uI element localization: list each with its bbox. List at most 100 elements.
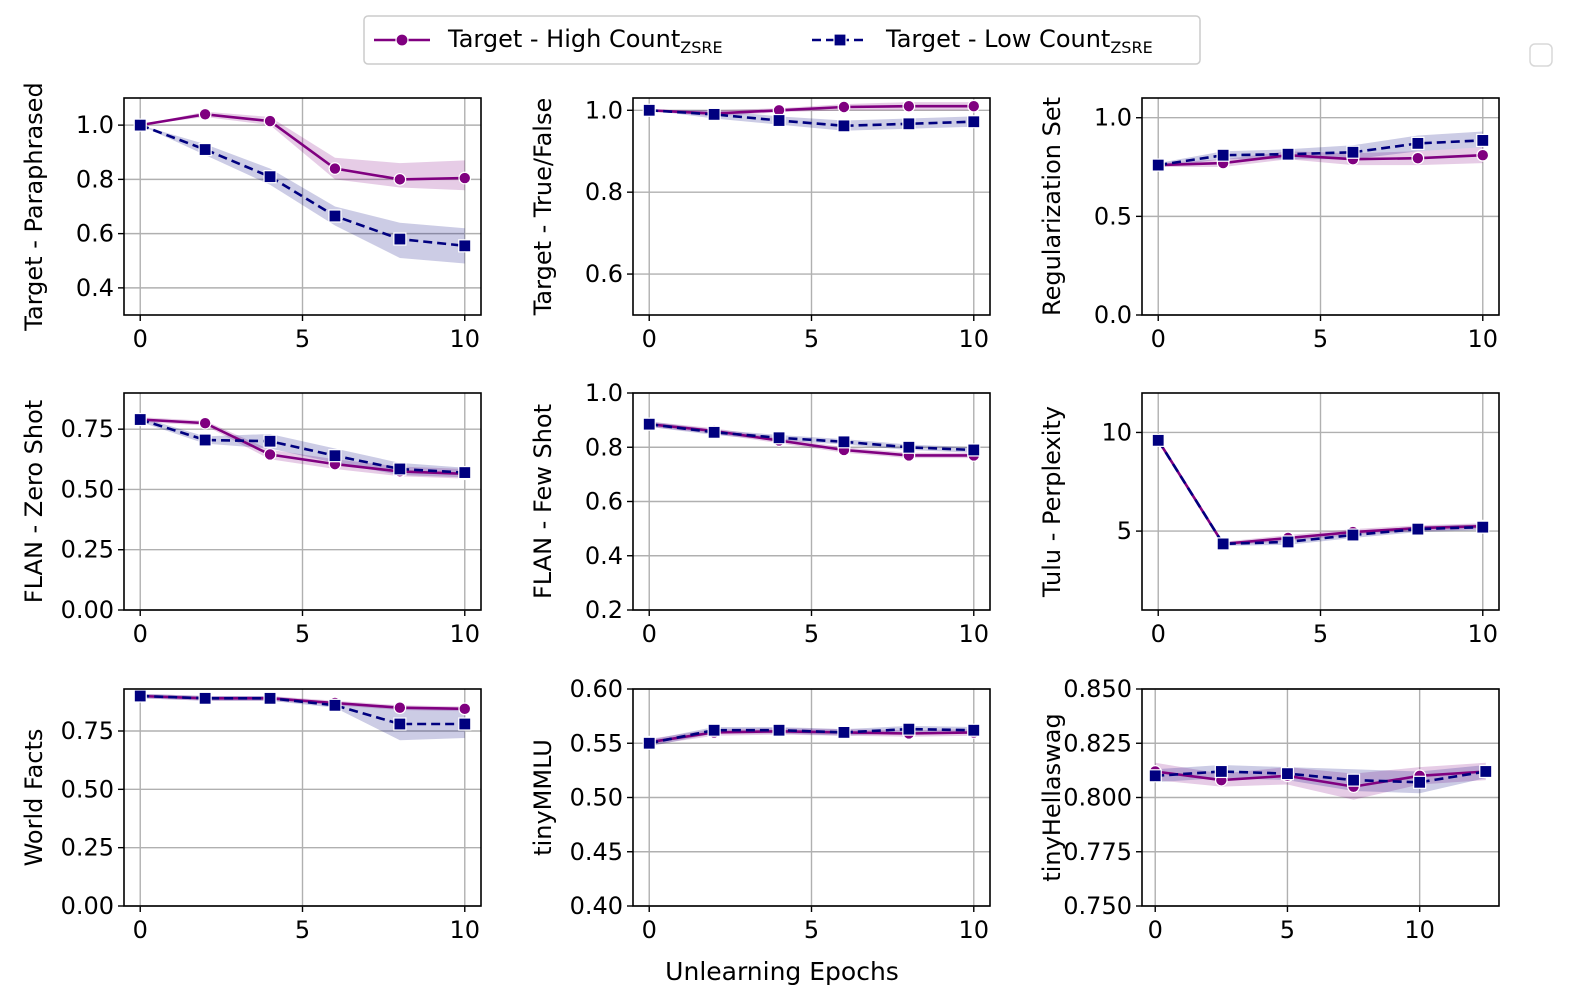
- data-point-low: [263, 434, 277, 448]
- axes-frame: [1141, 97, 1500, 316]
- panel-9: 0 5 10 0.750 0.775 0.800 0.825 0.850 tinyHellasw…: [1038, 675, 1500, 944]
- data-point-low: [133, 689, 147, 703]
- legend-entry-high: Target - High CountZSRE: [374, 25, 723, 57]
- data-point-low: [707, 107, 721, 121]
- y-axis-label: tinyHellaswag: [1038, 713, 1066, 881]
- data-point-high: [967, 99, 981, 113]
- y-tick-label: 0.0: [1094, 301, 1132, 329]
- y-tick-label: 0.750: [1063, 892, 1132, 920]
- plot-marks: [642, 722, 981, 750]
- data-point-low: [328, 449, 342, 463]
- data-point-high: [458, 171, 472, 185]
- data-point-low: [1216, 537, 1230, 551]
- axes-frame: [123, 688, 482, 907]
- panel-7: 0 5 10 0.00 0.25 0.50 0.75 World Facts: [20, 688, 482, 944]
- panel-4: 0 5 10 0.00 0.25 0.50 0.75 FLAN - Zero Shot: [20, 392, 482, 648]
- data-point-low: [967, 723, 981, 737]
- confidence-band-low: [1155, 765, 1486, 794]
- data-point-low: [967, 115, 981, 129]
- series-line-low: [140, 694, 465, 726]
- y-tick-label: 1.0: [585, 379, 623, 407]
- y-tick-label: 0.50: [61, 475, 114, 503]
- axes-frame: [1141, 392, 1500, 611]
- y-tick-label: 0.60: [570, 675, 623, 703]
- axes-frame: [632, 97, 991, 316]
- data-point-high: [902, 99, 916, 113]
- data-point-low: [1476, 520, 1490, 534]
- y-tick-label: 0.825: [1063, 729, 1132, 757]
- series-line-high: [649, 729, 974, 744]
- data-point-high: [837, 100, 851, 114]
- series-line-low: [139, 418, 465, 474]
- y-axis-label: World Facts: [20, 729, 48, 867]
- series-line-low: [649, 422, 974, 452]
- data-point-high: [458, 702, 472, 716]
- x-tick-label: 5: [1313, 620, 1328, 648]
- confidence-band-high: [140, 111, 465, 191]
- data-point-high: [1476, 148, 1490, 162]
- panel-8: 0 5 10 0.40 0.45 0.50 0.55 0.60 tinyMMLU: [529, 675, 991, 944]
- data-point-low: [967, 443, 981, 457]
- data-point-low: [263, 691, 277, 705]
- panel-2: 0 5 10 0.6 0.8 1.0 Target - True/False: [529, 96, 991, 353]
- axes-frame: [632, 392, 991, 611]
- data-point-low: [642, 736, 656, 750]
- data-point-low: [642, 103, 656, 117]
- data-point-low: [902, 722, 916, 736]
- y-axis-label: FLAN - Zero Shot: [20, 400, 48, 603]
- data-point-low: [707, 425, 721, 439]
- data-point-low: [458, 239, 472, 253]
- plot-marks: [1151, 131, 1490, 172]
- data-point-high: [198, 107, 212, 121]
- y-axis-label: Regularization Set: [1038, 97, 1066, 316]
- data-point-high: [198, 416, 212, 430]
- data-point-low: [1346, 773, 1361, 787]
- legend-sub-high: ZSRE: [680, 38, 722, 57]
- confidence-band-low: [140, 125, 465, 264]
- x-tick-label: 10: [1404, 916, 1435, 944]
- data-point-low: [1151, 433, 1165, 447]
- x-tick-label: 5: [295, 620, 310, 648]
- data-point-low: [902, 440, 916, 454]
- x-tick-label: 5: [295, 325, 310, 353]
- data-point-low: [133, 412, 147, 427]
- y-tick-label: 0.8: [585, 433, 623, 461]
- series-line-high: [1155, 770, 1486, 788]
- data-point-low: [393, 462, 407, 476]
- plot-marks: [133, 689, 472, 741]
- data-point-low: [642, 417, 656, 431]
- data-point-low: [198, 142, 212, 157]
- confidence-band-low: [649, 110, 974, 131]
- series-line-low: [648, 727, 974, 745]
- data-point-low: [1413, 775, 1427, 789]
- x-tick-label: 0: [1151, 325, 1166, 353]
- data-point-low: [393, 232, 407, 246]
- y-tick-label: 0.25: [61, 536, 114, 564]
- data-point-low: [1281, 147, 1295, 161]
- axes-frame: [632, 688, 991, 907]
- data-point-low: [1411, 522, 1425, 536]
- x-tick-label: 0: [1148, 916, 1163, 944]
- data-point-low: [393, 717, 407, 731]
- x-tick-label: 5: [1280, 916, 1295, 944]
- data-point-low: [1346, 528, 1360, 542]
- x-axis-label: Unlearning Epochs: [665, 957, 899, 986]
- y-tick-label: 0.2: [585, 596, 623, 624]
- corner-checkbox: [1529, 43, 1553, 67]
- data-point-low: [1346, 145, 1360, 159]
- data-point-low: [1476, 133, 1490, 148]
- y-tick-label: 0.75: [61, 415, 114, 443]
- plot-marks: [642, 99, 981, 133]
- y-tick-label: 0.6: [585, 488, 623, 516]
- x-tick-label: 10: [449, 620, 480, 648]
- plot-marks: [1148, 762, 1493, 800]
- data-point-low: [1214, 764, 1228, 779]
- series-line-low: [649, 109, 974, 128]
- panel-5: 0 5 10 0.2 0.4 0.6 0.8 1.0 FLAN - Few Shot: [529, 379, 991, 648]
- y-tick-label: 0.6: [76, 220, 114, 248]
- data-point-low: [133, 118, 147, 132]
- y-tick-label: 0.5: [1094, 202, 1132, 230]
- data-point-low: [902, 117, 916, 131]
- x-tick-label: 0: [642, 620, 657, 648]
